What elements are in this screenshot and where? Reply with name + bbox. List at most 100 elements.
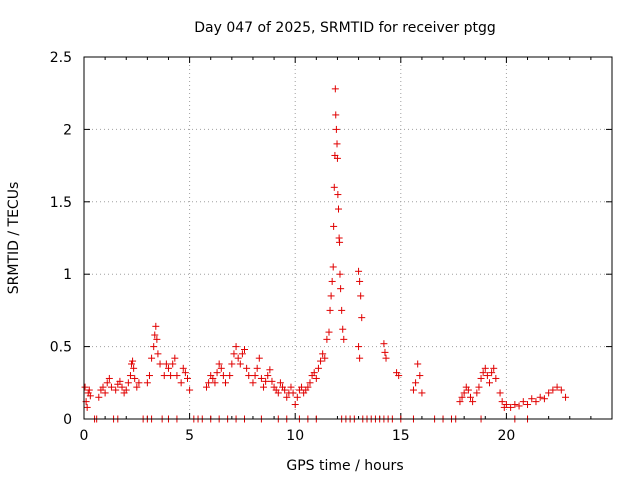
data-point	[81, 383, 89, 391]
data-point	[213, 369, 221, 377]
data-point	[245, 372, 253, 380]
data-point	[262, 377, 270, 385]
y-tick-label: 0.5	[50, 340, 72, 356]
data-point	[416, 372, 424, 380]
data-point	[475, 383, 483, 391]
data-point	[232, 343, 240, 351]
data-point	[490, 364, 498, 372]
data-point	[99, 383, 107, 391]
data-point	[268, 377, 276, 385]
data-point	[167, 372, 175, 380]
data-point	[469, 398, 477, 406]
data-point	[101, 389, 109, 397]
data-point	[545, 389, 553, 397]
x-tick-label: 20	[497, 428, 515, 444]
data-point	[334, 205, 342, 213]
data-point	[496, 389, 504, 397]
data-point	[326, 306, 334, 314]
y-axis-label: SRMTID / TECUs	[6, 182, 22, 295]
data-point	[238, 350, 246, 358]
data-point	[234, 354, 242, 362]
y-tick-label: 2.5	[50, 50, 72, 66]
data-point	[332, 111, 340, 119]
data-point	[339, 325, 347, 333]
data-point	[276, 379, 284, 387]
data-point	[131, 374, 139, 382]
data-point	[312, 374, 320, 382]
data-point	[532, 398, 540, 406]
data-point	[85, 386, 93, 394]
data-point	[357, 292, 365, 300]
axis-ticks: 0 5 10 15 20 0 0.5 1 1.5 2 2.5	[50, 50, 612, 444]
data-point	[477, 374, 485, 382]
data-point	[524, 401, 532, 409]
data-point	[382, 354, 390, 362]
data-point	[502, 401, 510, 409]
data-point	[331, 85, 339, 93]
data-point	[356, 354, 364, 362]
data-point	[325, 328, 333, 336]
data-point	[291, 401, 299, 409]
x-tick-label: 15	[392, 428, 410, 444]
data-point	[130, 364, 138, 372]
data-point	[230, 350, 238, 358]
data-point	[334, 191, 342, 199]
x-tick-label: 10	[286, 428, 304, 444]
data-point	[86, 392, 94, 400]
data-point	[355, 267, 363, 275]
data-point	[126, 372, 134, 380]
data-point	[412, 379, 420, 387]
data-point	[473, 389, 481, 397]
data-point	[226, 372, 234, 380]
data-point	[395, 372, 403, 380]
data-point	[255, 354, 263, 362]
data-point	[557, 386, 565, 394]
data-point	[283, 393, 291, 401]
data-point	[153, 335, 161, 343]
data-point	[281, 386, 289, 394]
data-point	[327, 292, 335, 300]
data-series	[81, 85, 570, 423]
data-point	[162, 360, 170, 368]
data-point	[150, 343, 158, 351]
y-tick-label: 1.5	[50, 195, 72, 211]
data-point	[540, 395, 548, 403]
data-point	[222, 379, 230, 387]
data-point	[164, 364, 172, 372]
data-point	[321, 354, 329, 362]
plot-frame	[83, 56, 613, 420]
data-point	[179, 364, 187, 372]
data-point	[418, 389, 426, 397]
data-point	[317, 357, 325, 365]
data-point	[293, 393, 301, 401]
data-point	[310, 369, 318, 377]
chart-title: Day 047 of 2025, SRMTID for receiver ptg…	[194, 20, 496, 36]
data-point	[536, 393, 544, 401]
data-point	[151, 331, 159, 339]
data-point	[156, 360, 164, 368]
data-point	[95, 393, 103, 401]
data-point	[381, 348, 389, 356]
data-point	[266, 366, 274, 374]
data-point	[124, 379, 132, 387]
data-point	[511, 401, 519, 409]
data-point	[186, 386, 194, 394]
data-point	[274, 389, 282, 397]
data-point	[332, 125, 340, 133]
x-axis-label: GPS time / hours	[286, 458, 403, 474]
y-tick-label: 2	[63, 122, 72, 138]
data-point	[287, 383, 295, 391]
data-point	[549, 386, 557, 394]
data-point	[83, 403, 91, 411]
data-point	[135, 379, 143, 387]
data-point	[177, 379, 185, 387]
data-point	[133, 383, 141, 391]
data-point	[236, 360, 244, 368]
grid	[84, 57, 612, 419]
data-point	[128, 360, 136, 368]
data-point	[333, 154, 341, 162]
data-point	[358, 314, 366, 322]
data-point	[251, 372, 259, 380]
data-point	[217, 364, 225, 372]
